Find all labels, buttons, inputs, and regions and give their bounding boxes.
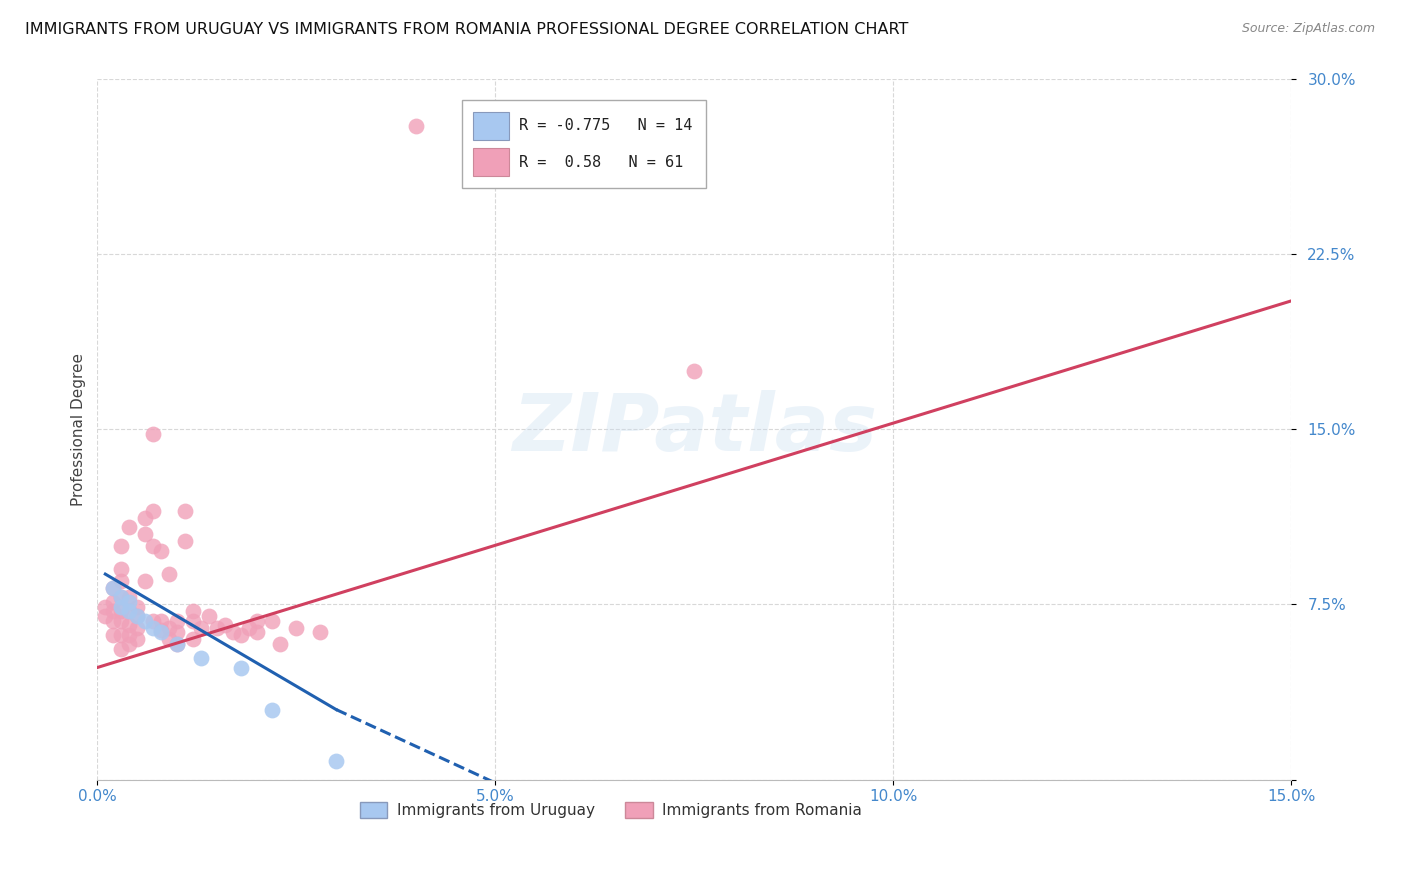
Point	[110, 628, 132, 642]
Point	[150, 614, 173, 628]
Point	[142, 427, 165, 442]
Point	[262, 614, 284, 628]
Point	[134, 614, 156, 628]
Point	[134, 527, 156, 541]
Text: IMMIGRANTS FROM URUGUAY VS IMMIGRANTS FROM ROMANIA PROFESSIONAL DEGREE CORRELATI: IMMIGRANTS FROM URUGUAY VS IMMIGRANTS FR…	[25, 22, 908, 37]
Point	[166, 637, 188, 651]
Point	[103, 581, 125, 595]
Point	[245, 625, 267, 640]
Point	[110, 562, 132, 576]
Point	[205, 621, 228, 635]
Point	[118, 604, 141, 618]
Point	[134, 574, 156, 588]
Text: R = -0.775   N = 14: R = -0.775 N = 14	[519, 119, 692, 134]
Point	[103, 581, 125, 595]
Point	[110, 614, 132, 628]
Point	[181, 614, 204, 628]
Point	[245, 614, 267, 628]
Point	[262, 702, 284, 716]
Text: ZIPatlas: ZIPatlas	[512, 391, 877, 468]
Point	[190, 621, 212, 635]
Point	[118, 520, 141, 534]
Point	[127, 609, 149, 624]
Point	[174, 504, 197, 518]
Point	[325, 754, 347, 768]
Point	[229, 628, 252, 642]
Point	[110, 591, 132, 605]
Point	[166, 614, 188, 628]
Point	[214, 618, 236, 632]
Point	[221, 625, 243, 640]
Point	[103, 604, 125, 618]
FancyBboxPatch shape	[474, 112, 509, 140]
Point	[110, 539, 132, 553]
Text: R =  0.58   N = 61: R = 0.58 N = 61	[519, 155, 683, 169]
Point	[127, 632, 149, 647]
Point	[142, 614, 165, 628]
Point	[103, 628, 125, 642]
Point	[309, 625, 332, 640]
Point	[134, 511, 156, 525]
Point	[118, 595, 141, 609]
Point	[181, 604, 204, 618]
Point	[238, 621, 260, 635]
Point	[103, 614, 125, 628]
Point	[118, 604, 141, 618]
FancyBboxPatch shape	[474, 148, 509, 177]
Point	[198, 609, 221, 624]
Point	[166, 637, 188, 651]
Point	[405, 119, 427, 133]
Point	[166, 625, 188, 640]
Point	[683, 364, 706, 378]
Point	[110, 591, 132, 605]
Point	[127, 621, 149, 635]
Point	[269, 637, 291, 651]
Point	[157, 567, 180, 582]
Point	[157, 621, 180, 635]
Point	[127, 599, 149, 614]
Legend: Immigrants from Uruguay, Immigrants from Romania: Immigrants from Uruguay, Immigrants from…	[354, 797, 868, 824]
Point	[142, 621, 165, 635]
Point	[110, 574, 132, 588]
Point	[229, 660, 252, 674]
Y-axis label: Professional Degree: Professional Degree	[72, 353, 86, 506]
Point	[150, 623, 173, 637]
Point	[285, 621, 308, 635]
Point	[94, 599, 117, 614]
FancyBboxPatch shape	[461, 100, 706, 187]
Point	[118, 618, 141, 632]
Point	[181, 632, 204, 647]
Point	[127, 609, 149, 624]
Point	[110, 641, 132, 656]
Point	[142, 539, 165, 553]
Point	[94, 609, 117, 624]
Point	[118, 591, 141, 605]
Point	[103, 595, 125, 609]
Point	[142, 504, 165, 518]
Point	[150, 625, 173, 640]
Point	[150, 543, 173, 558]
Point	[110, 604, 132, 618]
Point	[174, 534, 197, 549]
Point	[118, 628, 141, 642]
Point	[190, 651, 212, 665]
Point	[110, 599, 132, 614]
Point	[118, 637, 141, 651]
Text: Source: ZipAtlas.com: Source: ZipAtlas.com	[1241, 22, 1375, 36]
Point	[157, 632, 180, 647]
